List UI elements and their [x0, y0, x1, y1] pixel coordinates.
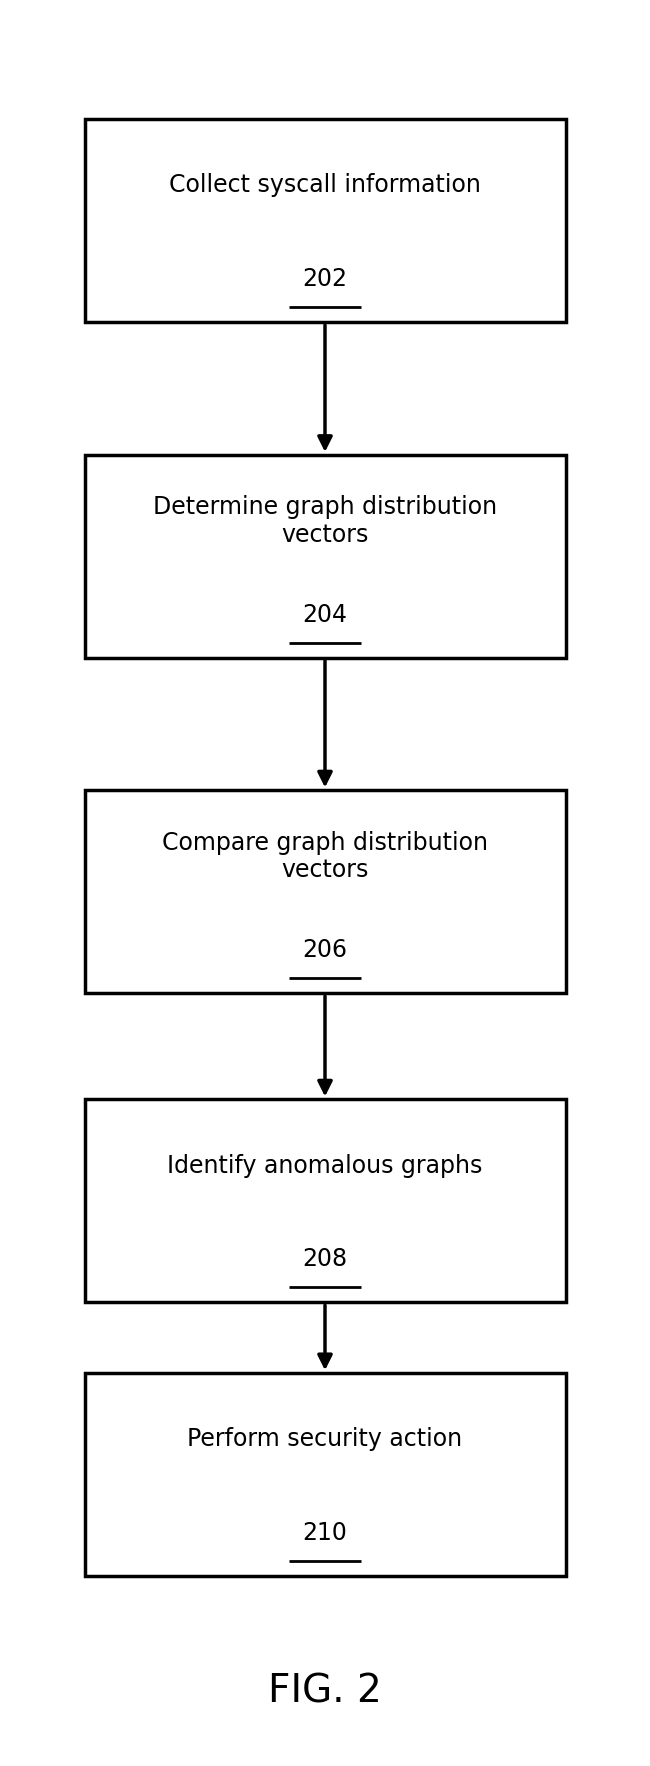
FancyBboxPatch shape: [84, 789, 566, 992]
Text: 206: 206: [302, 938, 348, 962]
FancyBboxPatch shape: [84, 1374, 566, 1575]
Text: 208: 208: [302, 1247, 348, 1272]
Text: 210: 210: [302, 1521, 348, 1545]
Text: Collect syscall information: Collect syscall information: [169, 173, 481, 198]
Text: Determine graph distribution
vectors: Determine graph distribution vectors: [153, 494, 497, 547]
FancyBboxPatch shape: [84, 454, 566, 657]
Text: 202: 202: [302, 267, 348, 291]
FancyBboxPatch shape: [84, 118, 566, 321]
Text: 204: 204: [302, 602, 348, 627]
FancyBboxPatch shape: [84, 1098, 566, 1302]
Text: FIG. 2: FIG. 2: [268, 1672, 382, 1711]
Text: Identify anomalous graphs: Identify anomalous graphs: [167, 1153, 483, 1178]
Text: Perform security action: Perform security action: [187, 1427, 463, 1452]
Text: Compare graph distribution
vectors: Compare graph distribution vectors: [162, 830, 488, 883]
